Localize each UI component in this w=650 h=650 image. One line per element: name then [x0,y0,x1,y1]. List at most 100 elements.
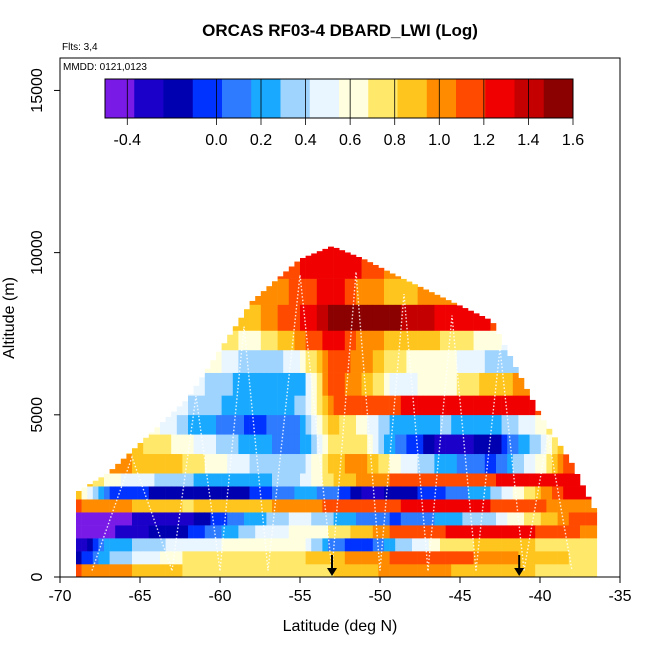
heatmap-cell [372,278,379,305]
heatmap-cell [344,349,351,373]
colorbar-tick-label: 1.4 [517,132,539,149]
heatmap-cell [367,262,374,279]
heatmap-cell [305,414,312,435]
heatmap-cell [294,278,301,305]
heatmap-cell [249,304,256,331]
heatmap-cell [322,453,329,474]
colorbar-swatch [163,79,194,118]
heatmap-cell [216,372,222,396]
colorbar-swatch [251,79,281,118]
heatmap-cell [512,551,519,565]
heatmap-cell [434,473,441,487]
heatmap-cell [501,349,508,373]
heatmap-cell [423,453,430,474]
heatmap-cell [300,434,306,455]
heatmap-cell [384,499,390,513]
heatmap-cell [300,486,306,500]
heatmap-cell [238,349,245,373]
heatmap-cell [412,512,418,526]
heatmap-cell [288,564,295,578]
heatmap-cell [283,349,290,373]
heatmap-cell [529,399,536,416]
heatmap-cell [557,525,564,539]
heatmap-cell [277,538,284,552]
heatmap-cell [574,474,581,487]
heatmap-cell [339,349,346,373]
heatmap-cell [266,372,273,396]
heatmap-cell [445,486,452,500]
heatmap-cell [165,525,172,539]
heatmap-cell [552,551,558,565]
heatmap-cell [507,372,514,396]
heatmap-cell [260,291,267,305]
heatmap-cell [440,349,446,373]
heatmap-cell [266,453,273,474]
heatmap-cell [132,525,138,539]
heatmap-cell [400,551,407,565]
heatmap-cell [188,453,194,474]
heatmap-cell [468,512,474,526]
heatmap-cell [216,486,222,500]
heatmap-cell [484,564,491,578]
heatmap-cell [210,434,217,455]
heatmap-cell [120,564,127,578]
heatmap-cell [160,422,166,435]
heatmap-cell [389,453,396,474]
heatmap-cell [462,538,469,552]
heatmap-cell [356,372,362,396]
heatmap-cell [300,538,306,552]
heatmap-cell [272,453,278,474]
heatmap-cell [344,252,351,279]
heatmap-cell [137,564,144,578]
heatmap-cell [288,395,295,416]
heatmap-cell [540,434,547,455]
heatmap-cell [384,304,390,331]
heatmap-cell [484,538,491,552]
heatmap-cell [294,414,301,435]
heatmap-cell [540,499,547,513]
heatmap-cell [361,304,368,331]
heatmap-cell [384,395,390,416]
heatmap-cell [350,512,357,526]
colorbar-swatch [456,79,486,118]
heatmap-cell [115,486,122,500]
heatmap-cell [440,512,446,526]
heatmap-cell [473,395,480,416]
heatmap-cell [501,414,508,435]
heatmap-cell [249,564,256,578]
heatmap-cell [462,349,469,373]
heatmap-cell [417,304,424,331]
heatmap-cell [328,395,334,416]
heatmap-cell [333,304,340,331]
heatmap-cell [378,564,385,578]
heatmap-cell [389,538,396,552]
heatmap-cell [204,372,211,396]
heatmap-cell [417,473,424,487]
heatmap-cell [288,266,295,279]
heatmap-cell [546,499,553,513]
heatmap-cell [462,330,469,351]
heatmap-cell [244,453,250,474]
heatmap-cell [148,453,155,474]
heatmap-cell [484,372,491,396]
heatmap-cell [288,486,295,500]
heatmap-cell [204,453,211,474]
heatmap-cell [445,512,452,526]
heatmap-cell [210,414,217,435]
heatmap-cell [300,330,306,351]
heatmap-cell [484,434,491,455]
heatmap-cell [221,486,228,500]
heatmap-cell [395,414,402,435]
heatmap-cell [272,499,278,513]
heatmap-cell [249,453,256,474]
heatmap-cell [322,525,329,539]
heatmap-cell [98,538,105,552]
heatmap-cell [372,473,379,487]
heatmap-cell [143,486,150,500]
heatmap-cell [412,330,418,351]
heatmap-cell [311,304,318,331]
heatmap-cell [311,453,318,474]
heatmap-cell [154,564,161,578]
heatmap-cell [300,473,306,487]
x-tick-label: -40 [528,588,551,605]
